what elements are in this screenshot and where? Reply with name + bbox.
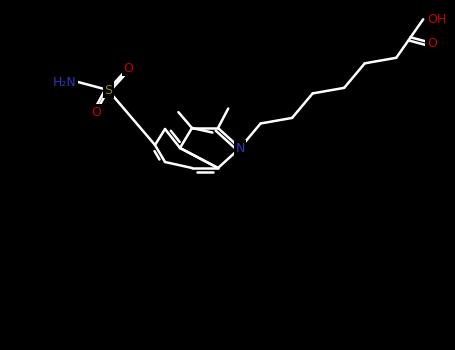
Text: S: S (104, 84, 112, 97)
Text: O: O (91, 105, 101, 119)
Text: OH: OH (427, 13, 446, 26)
Text: H₂N: H₂N (52, 76, 76, 89)
Text: N: N (235, 141, 245, 154)
Text: O: O (427, 36, 437, 49)
Text: O: O (123, 62, 133, 75)
